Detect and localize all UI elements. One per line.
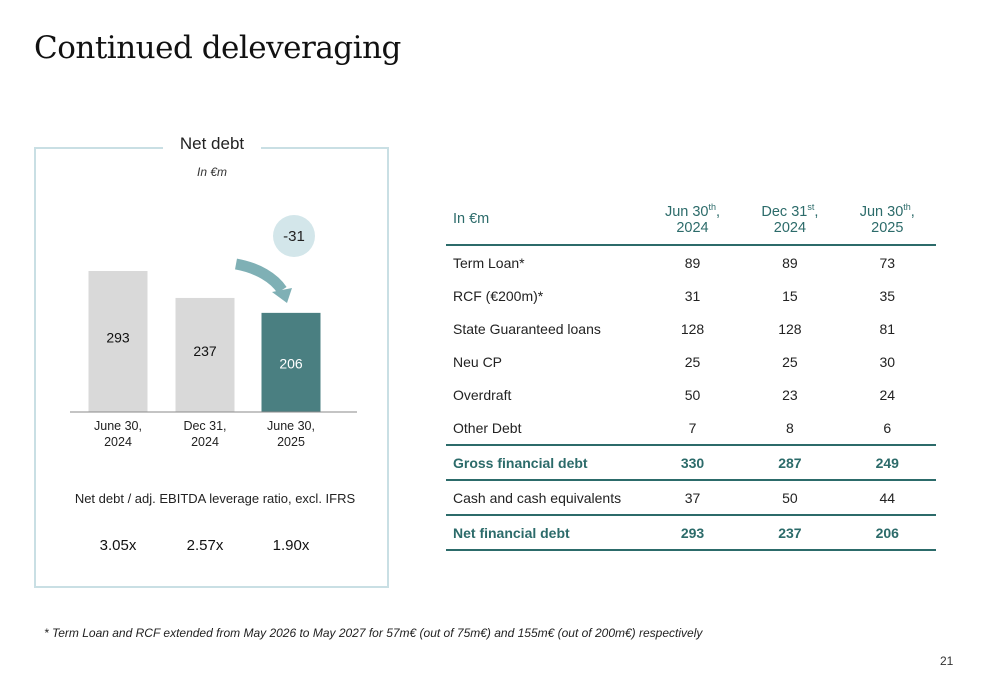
table-row: Other Debt 7 8 6 — [446, 411, 936, 445]
tick-label: June 30, — [267, 419, 315, 433]
table-cell: 50 — [782, 489, 798, 506]
page-title: Continued deleveraging — [34, 30, 401, 66]
table-cell: 44 — [879, 489, 896, 506]
row-label: Cash and cash equivalents — [453, 489, 622, 506]
header-date: Jun 30 — [859, 203, 904, 220]
panel-title: Net debt — [163, 134, 261, 154]
total-row: Net financial debt 293 237 206 — [446, 514, 936, 551]
bar — [175, 297, 235, 412]
footnote: * Term Loan and RCF extended from May 20… — [44, 626, 703, 640]
header-date: Dec 31 — [761, 203, 808, 220]
table-cell: 24 — [879, 386, 896, 403]
table-row: State Guaranteed loans 128 128 81 — [446, 312, 936, 345]
data-label: 237 — [193, 343, 217, 359]
header-comma: , — [716, 203, 721, 220]
header-date: Jun 30 — [664, 203, 709, 220]
table-cell: 249 — [838, 444, 936, 481]
bar — [261, 312, 321, 412]
table-cell: 206 — [838, 514, 936, 551]
leverage-value: 3.05x — [99, 537, 137, 554]
change-label: -31 — [283, 228, 305, 245]
column-header: Jun 30th, 2025 — [838, 196, 936, 246]
table-cell: 81 — [879, 320, 896, 337]
net-debt-chart: 293 June 30, 2024 237 Dec 31, 2024 206 June 30,… — [70, 215, 357, 449]
table-cell: 89 — [782, 254, 798, 271]
column-header: Jun 30th, 2024 — [643, 196, 742, 246]
table-row: RCF (€200m)* 31 15 35 — [446, 279, 936, 312]
header-suffix: st — [807, 202, 815, 213]
row-label: Neu CP — [453, 353, 503, 370]
column-header: In €m — [446, 196, 644, 246]
data-label: 293 — [106, 330, 130, 346]
leverage-value: 2.57x — [186, 537, 224, 554]
tick-label: 2025 — [277, 435, 305, 449]
table-cell: 37 — [684, 489, 701, 506]
table-cell: 330 — [643, 444, 742, 481]
header-suffix: th — [708, 202, 716, 213]
table-cell: 7 — [688, 419, 697, 436]
header-year: 2025 — [871, 219, 904, 236]
row-label: Other Debt — [453, 419, 522, 436]
row-label: Net financial debt — [446, 514, 644, 551]
header-year: 2024 — [676, 219, 709, 236]
table-cell: 287 — [741, 444, 839, 481]
table-cell: 128 — [778, 320, 802, 337]
table-cell: 8 — [785, 419, 794, 436]
table-cell: 6 — [883, 419, 892, 436]
table-cell: 25 — [782, 353, 798, 370]
header-suffix: th — [903, 202, 911, 213]
arrow-icon — [234, 258, 287, 294]
table-cell: 50 — [684, 386, 701, 403]
row-label: Term Loan* — [453, 254, 525, 271]
debt-table: In €m Jun 30th, 2024 Dec 31st, 2024 Jun 30… — [446, 196, 936, 551]
table-cell: 128 — [680, 320, 705, 337]
tick-label: 2024 — [104, 435, 132, 449]
page-number: 21 — [940, 654, 954, 668]
header-comma: , — [910, 203, 915, 220]
column-header: Dec 31st, 2024 — [741, 196, 839, 246]
table-cell: 23 — [782, 386, 798, 403]
total-row: Gross financial debt 330 287 249 — [446, 444, 936, 481]
table-cell: 293 — [643, 514, 742, 551]
leverage-value: 1.90x — [272, 537, 310, 554]
table-row: Overdraft 50 23 24 — [446, 378, 936, 411]
header-year: 2024 — [773, 219, 807, 236]
row-label: State Guaranteed loans — [453, 320, 601, 337]
leverage-title: Net debt / adj. EBITDA leverage ratio, e… — [74, 491, 356, 506]
tick-label: 2024 — [191, 435, 219, 449]
change-bubble — [273, 215, 315, 257]
table-cell: 73 — [879, 254, 896, 271]
data-label: 206 — [279, 355, 303, 371]
table-row: Neu CP 25 25 30 — [446, 345, 936, 378]
row-label: RCF (€200m)* — [453, 287, 544, 304]
table-cell: 35 — [879, 287, 896, 304]
table-header-row: In €m Jun 30th, 2024 Dec 31st, 2024 Jun 30… — [446, 196, 936, 246]
bar — [88, 271, 148, 412]
table-row: Cash and cash equivalents 37 50 44 — [446, 480, 936, 515]
table-cell: 15 — [782, 287, 798, 304]
row-label: Gross financial debt — [446, 444, 644, 481]
table-cell: 89 — [684, 254, 701, 271]
table-cell: 31 — [684, 287, 701, 304]
panel-subtitle: In €m — [196, 165, 227, 179]
table-cell: 30 — [879, 353, 896, 370]
tick-label: Dec 31, — [183, 419, 226, 433]
table-cell: 25 — [684, 353, 701, 370]
arrow-head-icon — [272, 288, 292, 303]
header-comma: , — [814, 203, 819, 220]
table-cell: 237 — [741, 514, 839, 551]
tick-label: June 30, — [94, 419, 142, 433]
table-row: Term Loan* 89 89 73 — [446, 245, 936, 279]
row-label: Overdraft — [453, 386, 512, 403]
